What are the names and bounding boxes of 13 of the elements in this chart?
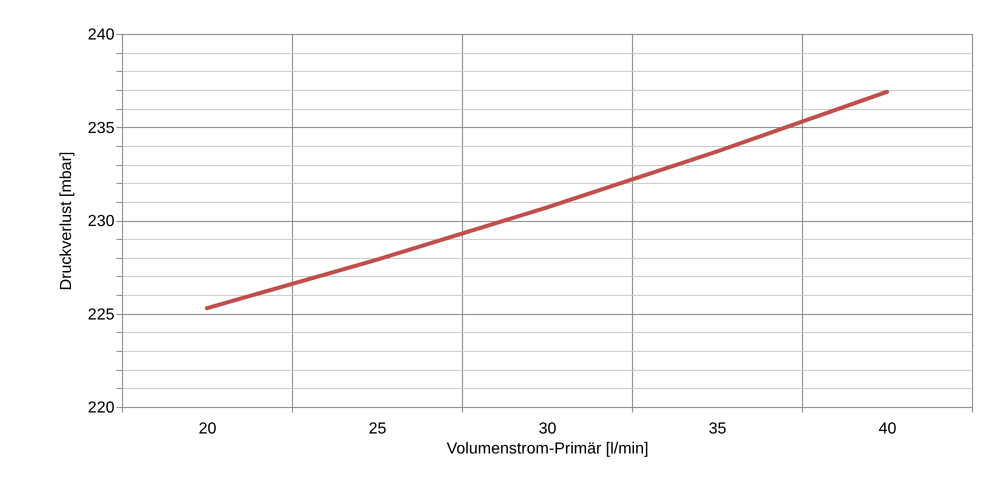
y-axis-title: Druckverlust [mbar]: [58, 152, 75, 290]
x-tick-label: 40: [878, 420, 896, 438]
x-tick-label: 30: [538, 420, 556, 438]
x-tick-label: 25: [368, 420, 386, 438]
y-tick-label: 235: [88, 120, 115, 137]
x-axis-title: Volumenstrom-Primär [l/min]: [446, 440, 648, 458]
line-series: [205, 90, 889, 310]
x-tick-label: 20: [198, 420, 216, 438]
y-tick-label: 240: [88, 26, 115, 44]
y-tick-label: 220: [88, 400, 115, 416]
y-tick-label: 230: [88, 213, 115, 230]
y-tick-label: 225: [88, 306, 115, 324]
x-tick-label: 35: [708, 420, 726, 438]
